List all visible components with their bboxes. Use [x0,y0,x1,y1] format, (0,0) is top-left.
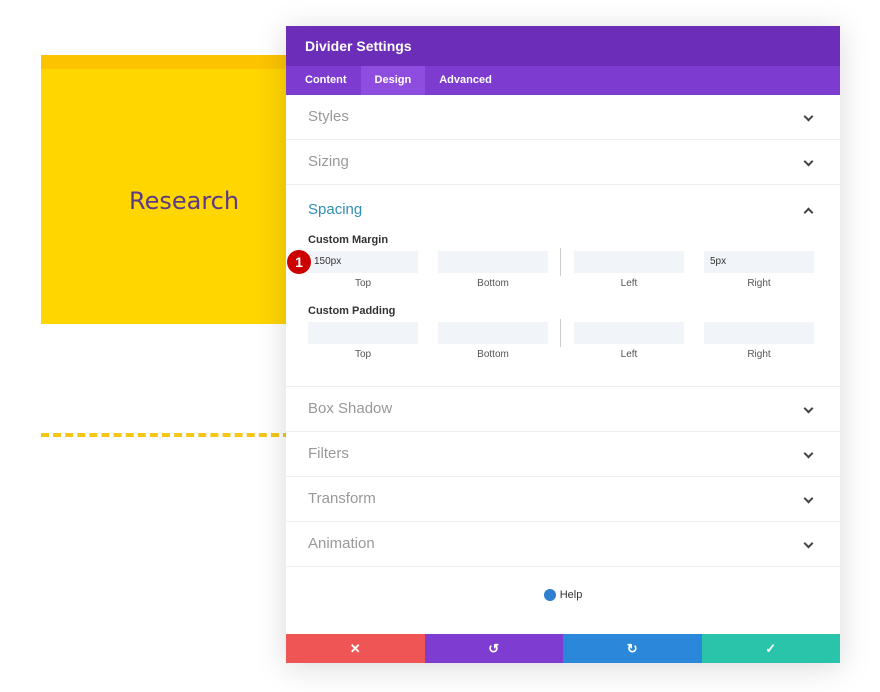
field-label: Right [747,278,771,289]
section[interactable]: Animation [286,522,840,567]
section[interactable]: Transform [286,477,840,522]
input[interactable] [308,322,418,344]
redo[interactable]: ↻ [563,634,702,663]
input[interactable] [438,251,548,273]
input[interactable] [438,322,548,344]
spacing: Spacing Custom Margin 150px Top Bottom Left 5… [286,185,840,387]
field-label: Bottom [477,278,509,289]
section[interactable]: Box Shadow [286,387,840,432]
input[interactable] [704,322,814,344]
help[interactable]: Help [286,589,840,602]
badge: 1 [287,250,311,274]
divider [41,433,291,437]
save[interactable]: ✓ [701,634,840,663]
section-title: Styles [308,108,349,125]
section[interactable]: Styles [286,95,840,140]
sections: Styles Sizing [286,95,840,185]
tabs: Content Design Advanced [286,66,840,95]
field-label: Left [620,278,638,289]
input[interactable] [574,251,684,273]
field-label: Top [354,278,372,289]
chevron [803,403,814,414]
chevron [803,111,814,122]
section-title: Box Shadow [308,400,393,417]
undo[interactable]: ↺ [424,634,563,663]
tab[interactable]: Design [360,66,426,95]
field-label: Bottom [477,349,509,360]
group-label: Custom Padding [308,305,396,317]
cancel[interactable]: ✕ [286,634,425,663]
section-title: Sizing [308,153,349,170]
section[interactable]: Sizing [286,140,840,185]
input[interactable] [574,322,684,344]
field-label: Top [354,349,372,360]
sections: Box Shadow Filters Transform Animation [286,387,840,567]
field-label: Right [747,349,771,360]
footer: ✕ ↺ ↻ ✓ [286,634,840,663]
group-label: Custom Margin [308,234,389,246]
section-title: Filters [308,445,349,462]
separator [560,319,561,347]
chevron [803,493,814,504]
input[interactable]: 150px [308,251,418,273]
title: Divider Settings [305,38,412,54]
help-text: Help [559,589,583,601]
field-label: Left [620,349,638,360]
section-title: Transform [308,490,376,507]
chevron [803,156,814,167]
header: Divider Settings [286,26,840,66]
card: Research [41,55,291,324]
section-title: Animation [308,535,375,552]
card-text: Research [129,187,240,215]
section-title: Spacing [308,201,363,218]
tab[interactable]: Content [305,74,347,86]
chevron [803,538,814,549]
modal: Divider Settings Content Design Advanced S… [286,26,840,663]
section[interactable]: Filters [286,432,840,477]
separator [560,248,561,276]
input[interactable]: 5px [704,251,814,273]
chevron [803,207,814,218]
tab[interactable]: Advanced [439,74,492,86]
chevron [803,448,814,459]
